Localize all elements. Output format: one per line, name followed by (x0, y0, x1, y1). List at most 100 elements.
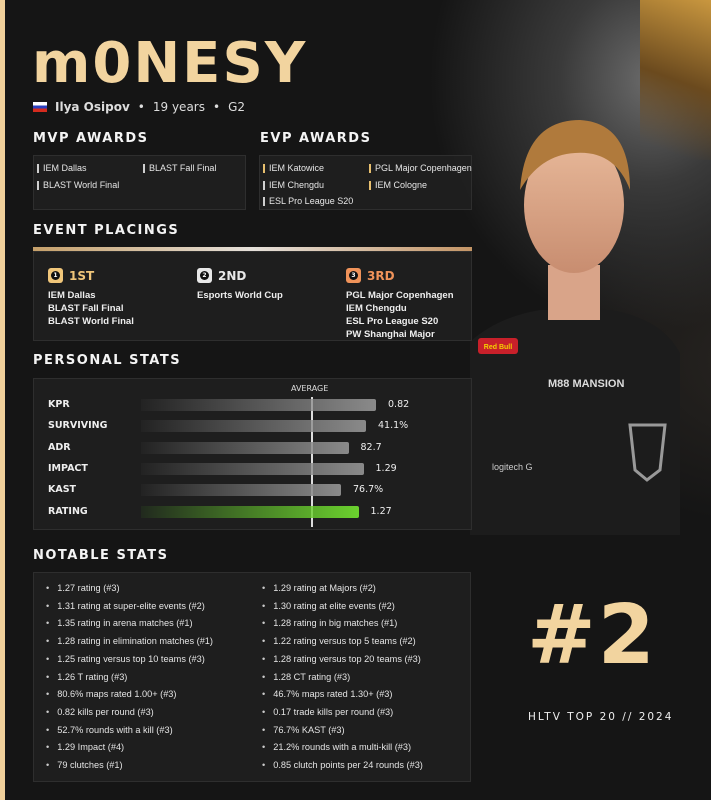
notable-stat: 1.28 rating in elimination matches (#1) (46, 636, 213, 646)
notable-stat: 1.22 rating versus top 5 teams (#2) (262, 636, 415, 646)
notable-stat: 46.7% maps rated 1.30+ (#3) (262, 689, 392, 699)
stat-row-kpr: KPR 0.82 (48, 398, 468, 412)
stat-label: RATING (48, 505, 88, 517)
evp-award: IEM Cologne (369, 180, 427, 190)
stat-label: IMPACT (48, 462, 88, 474)
player-info: Ilya Osipov • 19 years • G2 (33, 100, 245, 114)
stat-row-adr: ADR 82.7 (48, 441, 468, 455)
average-label: AVERAGE (291, 384, 329, 393)
gold-stripe (0, 0, 5, 800)
notable-stat: 0.85 clutch points per 24 rounds (#3) (262, 760, 423, 770)
stat-value: 1.27 (370, 505, 392, 517)
notable-stat: 1.28 rating in big matches (#1) (262, 618, 397, 628)
evp-heading: EVP AWARDS (260, 131, 372, 146)
stat-value: 1.29 (375, 462, 397, 474)
stat-row-rating: RATING 1.27 (48, 505, 468, 519)
team: G2 (228, 100, 245, 114)
notable-stat: 1.35 rating in arena matches (#1) (46, 618, 192, 628)
evp-award: PGL Major Copenhagen (369, 163, 472, 173)
stat-label: ADR (48, 441, 71, 453)
separator: • (137, 100, 145, 114)
stat-bar (141, 505, 359, 518)
notable-stat: 80.6% maps rated 1.00+ (#3) (46, 689, 176, 699)
stat-bar (141, 484, 341, 497)
personal-stats-heading: PERSONAL STATS (33, 353, 182, 368)
placing-event: PGL Major Copenhagen (346, 290, 454, 301)
rank-3-icon: 3 (346, 268, 361, 283)
mvp-awards-box: IEM Dallas BLAST Fall Final BLAST World … (33, 155, 246, 210)
placings-divider (33, 247, 472, 251)
g2-logo (628, 423, 667, 482)
placing-event: ESL Pro League S20 (346, 316, 439, 327)
stat-row-impact: IMPACT 1.29 (48, 462, 468, 476)
player-nickname: m0NESY (32, 31, 308, 96)
stat-row-surviving: SURVIVING 41.1% (48, 419, 468, 433)
sponsor-logitech: logitech G (492, 462, 533, 472)
mvp-heading: MVP AWARDS (33, 131, 149, 146)
stat-bar (141, 399, 376, 411)
stat-bar (141, 441, 349, 454)
notable-stat: 0.82 kills per round (#3) (46, 707, 154, 717)
stat-label: KAST (48, 484, 77, 496)
age: 19 years (152, 100, 205, 114)
notable-stat: 1.31 rating at super-elite events (#2) (46, 601, 205, 611)
trophy-glow (640, 0, 711, 160)
sponsor-red-bull: Red Bull (484, 344, 512, 351)
evp-awards-box: IEM Katowice PGL Major Copenhagen IEM Ch… (259, 155, 472, 210)
placing-event: IEM Dallas (48, 290, 96, 301)
ranking-number: #2 (527, 588, 657, 683)
stat-value: 76.7% (353, 484, 384, 496)
notable-stats-box: 1.27 rating (#3) 1.31 rating at super-eli… (33, 572, 471, 782)
evp-award: IEM Chengdu (263, 180, 324, 190)
placing-group-2nd: 2 2ND Esports World Cup (197, 262, 283, 302)
placing-badge: 2 2ND (197, 268, 246, 283)
notable-stat: 1.29 rating at Majors (#2) (262, 583, 376, 593)
placings-heading: EVENT PLACINGS (33, 223, 180, 238)
notable-stats-heading: NOTABLE STATS (33, 548, 169, 563)
mvp-award: BLAST World Final (37, 180, 119, 190)
stat-bar (141, 462, 364, 475)
evp-award: IEM Katowice (263, 163, 324, 173)
notable-stat: 21.2% rounds with a multi-kill (#3) (262, 742, 411, 752)
placing-event: PW Shanghai Major (346, 329, 435, 340)
notable-stat: 1.30 rating at elite events (#2) (262, 601, 395, 611)
player-photo: Red Bull M88 MANSION logitech G (470, 120, 680, 535)
mvp-award: IEM Dallas (37, 163, 87, 173)
personal-stats-box: AVERAGE KPR 0.82 SURVIVING 41.1% ADR 82.7 IMPA… (33, 378, 472, 530)
ranking-caption: HLTV TOP 20 // 2024 (528, 711, 674, 723)
placing-event: Esports World Cup (197, 290, 283, 301)
mvp-award: BLAST Fall Final (143, 163, 216, 173)
average-line (311, 397, 313, 527)
notable-stat: 1.26 T rating (#3) (46, 672, 127, 682)
russia-flag-icon (33, 102, 47, 112)
real-name: Ilya Osipov (55, 100, 130, 114)
notable-stat: 52.7% rounds with a kill (#3) (46, 725, 172, 735)
stat-value: 82.7 (360, 441, 382, 453)
placing-event: BLAST World Final (48, 316, 134, 327)
notable-stat: 1.25 rating versus top 10 teams (#3) (46, 654, 205, 664)
evp-award: ESL Pro League S20 (263, 196, 353, 206)
red-bull-logo (478, 338, 518, 354)
notable-stat: 1.27 rating (#3) (46, 583, 119, 593)
notable-stat: 0.17 trade kills per round (#3) (262, 707, 393, 717)
stat-value: 0.82 (388, 399, 410, 410)
placing-group-1st: 1 1ST IEM Dallas BLAST Fall Final BLAST Worl… (48, 262, 134, 328)
placing-event: BLAST Fall Final (48, 303, 124, 314)
stat-value: 41.1% (378, 420, 409, 432)
stat-label: SURVIVING (48, 420, 108, 432)
notable-stat: 1.29 Impact (#4) (46, 742, 124, 752)
notable-stat: 1.28 rating versus top 20 teams (#3) (262, 654, 421, 664)
placing-badge: 1 1ST (48, 268, 94, 283)
placing-badge: 3 3RD (346, 268, 395, 283)
rank-1-icon: 1 (48, 268, 63, 283)
rank-2-icon: 2 (197, 268, 212, 283)
notable-stat: 1.28 CT rating (#3) (262, 672, 350, 682)
sponsor-m88-mansion: M88 MANSION (548, 378, 624, 390)
notable-stat: 79 clutches (#1) (46, 760, 122, 770)
stat-label: KPR (48, 399, 70, 410)
placing-event: IEM Chengdu (346, 303, 407, 314)
placing-group-3rd: 3 3RD PGL Major Copenhagen IEM Chengdu ESL P… (346, 262, 454, 341)
placings-box: 1 1ST IEM Dallas BLAST Fall Final BLAST Worl… (33, 251, 472, 341)
stat-bar (141, 420, 366, 433)
stat-row-kast: KAST 76.7% (48, 483, 468, 497)
